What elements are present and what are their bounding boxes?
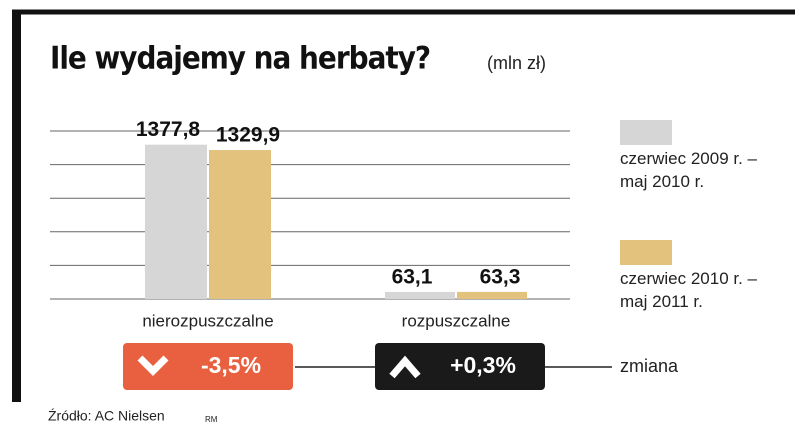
legend-label: czerwiec 2010 r. – maj 2011 r. bbox=[620, 269, 758, 311]
change-label: -3,5% bbox=[201, 352, 261, 378]
credit: RM bbox=[205, 415, 218, 424]
chart-subtitle: (mln zł) bbox=[487, 53, 546, 73]
value-label: 1329,9 bbox=[216, 124, 280, 147]
change-label: +0,3% bbox=[450, 352, 516, 378]
bar bbox=[385, 291, 455, 299]
value-label: 1377,8 bbox=[136, 118, 201, 141]
bar bbox=[145, 144, 207, 299]
legend-label: czerwiec 2009 r. – maj 2010 r. bbox=[620, 149, 758, 191]
legend-swatch bbox=[620, 240, 672, 265]
change-badge bbox=[375, 343, 545, 390]
change-arrow bbox=[389, 355, 421, 379]
chart-title: Ile wydajemy na herbaty? bbox=[50, 41, 430, 77]
value-label: 63,3 bbox=[480, 265, 521, 288]
source: Źródło: AC Nielsen bbox=[48, 408, 165, 424]
legend-swatch bbox=[620, 120, 672, 145]
change-title: zmiana bbox=[620, 356, 679, 376]
change-badge bbox=[123, 343, 293, 390]
frame-left bbox=[12, 12, 21, 402]
change-arrow bbox=[137, 355, 169, 376]
bar bbox=[209, 150, 271, 299]
x-tick-label: nierozpuszczalne bbox=[142, 311, 273, 330]
bar bbox=[457, 291, 527, 299]
x-tick-label: rozpuszczalne bbox=[402, 311, 511, 330]
value-label: 63,1 bbox=[392, 265, 433, 288]
